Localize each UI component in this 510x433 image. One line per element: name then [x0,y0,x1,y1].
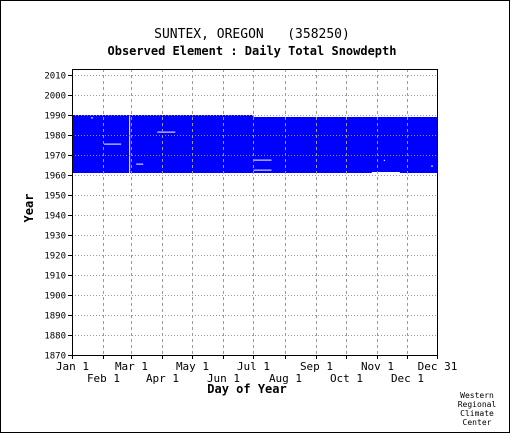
y-tick-label: 1880 [44,332,66,342]
x-axis-label: Day of Year [207,382,286,396]
x-tick-label: Sep 1 [300,360,333,373]
missing-data-gap [157,131,176,133]
x-tick-label: Nov 1 [361,360,394,373]
y-tick-label: 1940 [44,212,66,222]
coverage-block [253,117,437,173]
y-tick-label: 2010 [44,72,66,82]
x-tick-label: May 1 [176,360,209,373]
y-tick-label: 1900 [44,292,66,302]
y-tick-label: 1970 [44,152,66,162]
missing-data-gap [104,143,122,145]
x-tick-label: Jul 1 [237,360,270,373]
missing-data-gap [253,169,272,171]
y-tick-label: 1990 [44,112,66,122]
y-tick-label: 1950 [44,192,66,202]
y-tick-label: 1890 [44,312,66,322]
y-axis-ticks: 1870 1880 1890 1900 1910 1920 1930 1940 1950 1960… [44,72,72,362]
plot-background [72,69,437,355]
missing-data-gap [91,117,94,119]
y-tick-label: 2000 [44,92,66,102]
y-tick-label: 1960 [44,172,66,182]
data-gaps [91,115,433,173]
x-tick-label: Oct 1 [330,372,363,385]
missing-data-gap [253,159,272,161]
x-tick-label: Dec 31 [418,360,458,373]
data-coverage [72,115,437,173]
x-tick-label: Apr 1 [146,372,179,385]
x-tick-label: Mar 1 [115,360,148,373]
chart-subtitle: Observed Element : Daily Total Snowdepth [108,44,397,58]
grid-lines [72,69,437,356]
x-tick-label: Jun 1 [207,372,240,385]
missing-data-gap [383,159,385,161]
credit-line: Center [463,418,492,427]
credit-text: Western Regional Climate Center [458,391,497,427]
missing-data-gap [430,165,433,167]
y-axis-label: Year [22,194,36,223]
credit-line: Climate [460,409,494,418]
y-tick-label: 1920 [44,252,66,262]
x-tick-label: Dec 1 [391,372,424,385]
plot-area [72,69,437,355]
plot-border [72,69,438,356]
axes [72,69,438,356]
y-tick-label: 1910 [44,272,66,282]
credit-line: Regional [458,400,497,409]
missing-data-gap [129,115,131,173]
x-tick-label: Jan 1 [56,360,89,373]
y-tick-label: 1980 [44,132,66,142]
x-tick-label: Feb 1 [87,372,120,385]
credit-line: Western [460,391,494,400]
chart-title: SUNTEX, OREGON (358250) [154,27,350,42]
missing-data-gap [371,172,400,173]
x-axis-ticks: Jan 1 Mar 1 May 1 Jul 1 Sep 1 Nov 1 Dec 31 Feb … [56,355,457,385]
x-tick-label: Aug 1 [269,372,302,385]
y-tick-label: 1930 [44,232,66,242]
missing-data-gap [136,163,144,165]
y-tick-label: 1870 [44,352,66,362]
